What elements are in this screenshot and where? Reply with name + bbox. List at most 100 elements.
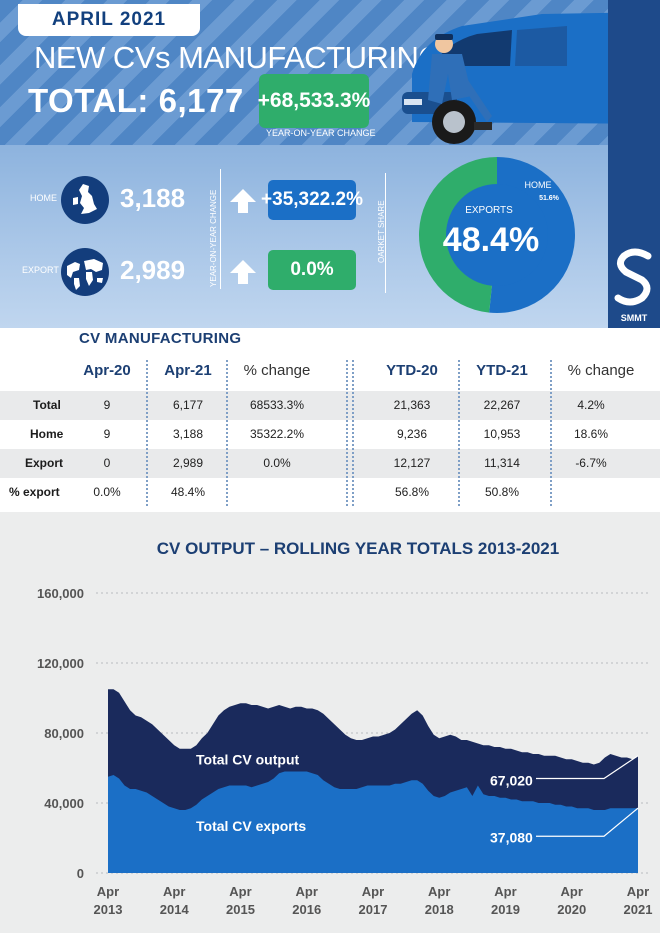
column-separator [346,360,348,506]
value-label-exports: 37,080 [490,829,533,845]
table-cell: 18.6% [573,427,609,441]
table-cell: 4.2% [577,398,605,412]
x-tick-month: Apr [494,884,516,899]
x-tick-month: Apr [428,884,450,899]
table-cell: 11,314 [484,456,520,470]
x-tick-year: 2014 [160,902,190,917]
table-cell: 12,127 [393,456,431,470]
month-badge: APRIL 2021 [18,4,200,36]
table-cell: 56.8% [394,485,430,499]
table-cell: 48.4% [170,485,206,499]
smmt-wordmark: SMMT [620,313,648,323]
x-tick-month: Apr [163,884,185,899]
x-tick-year: 2013 [94,902,123,917]
home-value: 3,188 [120,183,186,213]
label-total-cv-exports: Total CV exports [196,818,306,834]
x-tick-year: 2020 [557,902,586,917]
x-tick-year: 2016 [292,902,321,917]
donut-exports-value: 48.4% [443,221,539,259]
table-cell: 22,267 [483,398,521,412]
market-share-donut: EXPORTS 48.4% HOME 51.6% [418,157,575,313]
table-row: Total 9 6,177 68533.3% 21,363 22,267 4.2… [0,391,660,420]
table-row: % export 0.0% 48.4% 56.8% 50.8% [0,478,660,507]
chart-areas [108,689,638,873]
world-map-icon [61,248,109,296]
column-separator [458,360,460,506]
table-cell: 21,363 [393,398,431,412]
y-tick-label: 160,000 [37,586,84,601]
header-banner: APRIL 2021 NEW CVs MANUFACTURING TOTAL: … [0,0,660,145]
cv-output-chart: CV OUTPUT – ROLLING YEAR TOTALS 2013-202… [37,539,653,917]
y-tick-label: 40,000 [44,796,84,811]
x-tick-month: Apr [561,884,583,899]
breakdown-panel: HOME 3,188 EXPORT 2,989 YEAR-ON-YEAR CHA… [0,145,608,328]
x-tick-year: 2018 [425,902,454,917]
page-title: NEW CVs MANUFACTURING [34,40,443,75]
uk-map-icon [61,176,109,224]
table-cell: -6.7% [575,456,607,470]
table-cell: 0.0% [93,485,121,499]
table-cell: 35322.2% [249,427,305,441]
x-tick-month: Apr [97,884,119,899]
export-value: 2,989 [120,255,186,285]
donut-home-label: HOME [525,180,552,190]
divider-line [385,173,386,293]
column-separator [226,360,228,506]
export-change-badge: 0.0% [268,250,356,290]
x-tick-month: Apr [229,884,251,899]
y-tick-label: 80,000 [44,726,84,741]
donut-hole [446,184,548,286]
brand-strip [608,0,660,328]
donut-home-value: 51.6% [539,195,560,202]
home-change-badge: +35,322.2% [261,180,363,220]
table-cell [232,478,322,507]
column-separator [352,360,354,506]
column-separator [550,360,552,506]
table-cell: 6,177 [172,398,204,412]
table-cell: 2,989 [172,456,204,470]
donut-exports-label: EXPORTS [465,205,513,216]
export-label: EXPORT [22,265,59,275]
table-row: Home 9 3,188 35322.2% 9,236 10,953 18.6% [0,420,660,449]
col-header: YTD-20 [386,362,438,379]
value-label-output: 67,020 [490,773,533,789]
market-share-label: OARKET SHARE [377,200,386,263]
chart-annotations: Total CV output Total CV exports 67,020 37,… [196,752,639,845]
leader-line-exports [536,807,639,837]
table-cell: 50.8% [484,485,520,499]
table-title: CV MANUFACTURING [79,330,242,347]
table-row: Export 0 2,989 0.0% 12,127 11,314 -6.7% [0,449,660,478]
column-separator [146,360,148,506]
home-label: HOME [30,193,57,203]
col-header: Apr-20 [83,362,131,379]
chart-section: CV OUTPUT – ROLLING YEAR TOTALS 2013-202… [0,512,660,933]
col-header: Apr-21 [164,362,212,379]
col-header: YTD-21 [476,362,528,379]
table-cell: 68533.3% [249,398,305,412]
table-cell: 0.0% [263,456,291,470]
col-header: % change [243,362,311,379]
table-cell: 9 [103,398,111,412]
table-cell: 0 [103,456,111,470]
x-tick-year: 2019 [491,902,520,917]
table-header-row: Apr-20 Apr-21 % change YTD-20 YTD-21 % c… [0,356,660,385]
row-label: % export [9,485,60,499]
col-header: % change [567,362,635,379]
table-cell: 9 [103,427,111,441]
x-tick-year: 2015 [226,902,255,917]
x-axis-ticks: Apr 2013 Apr 2014 Apr 2015 Apr 2016 Apr 2017 Apr 20… [94,884,653,917]
x-tick-month: Apr [362,884,384,899]
x-tick-year: 2021 [624,902,653,917]
row-label: Total [33,398,61,412]
yoy-vertical-label: YEAR-ON-YEAR CHANGE [209,189,218,287]
up-arrow-icon [230,189,256,213]
table-cell: 9,236 [396,427,428,441]
divider-line [220,169,221,289]
chart-title: CV OUTPUT – ROLLING YEAR TOTALS 2013-202… [157,539,559,558]
y-axis-ticks: 0 40,000 80,000 120,000 160,000 [37,586,84,881]
table-cell [546,478,636,507]
row-label: Home [30,427,64,441]
label-total-cv-output: Total CV output [196,752,299,768]
smmt-logo-icon [614,248,652,306]
yoy-change-caption: YEAR-ON-YEAR CHANGE [266,128,376,138]
